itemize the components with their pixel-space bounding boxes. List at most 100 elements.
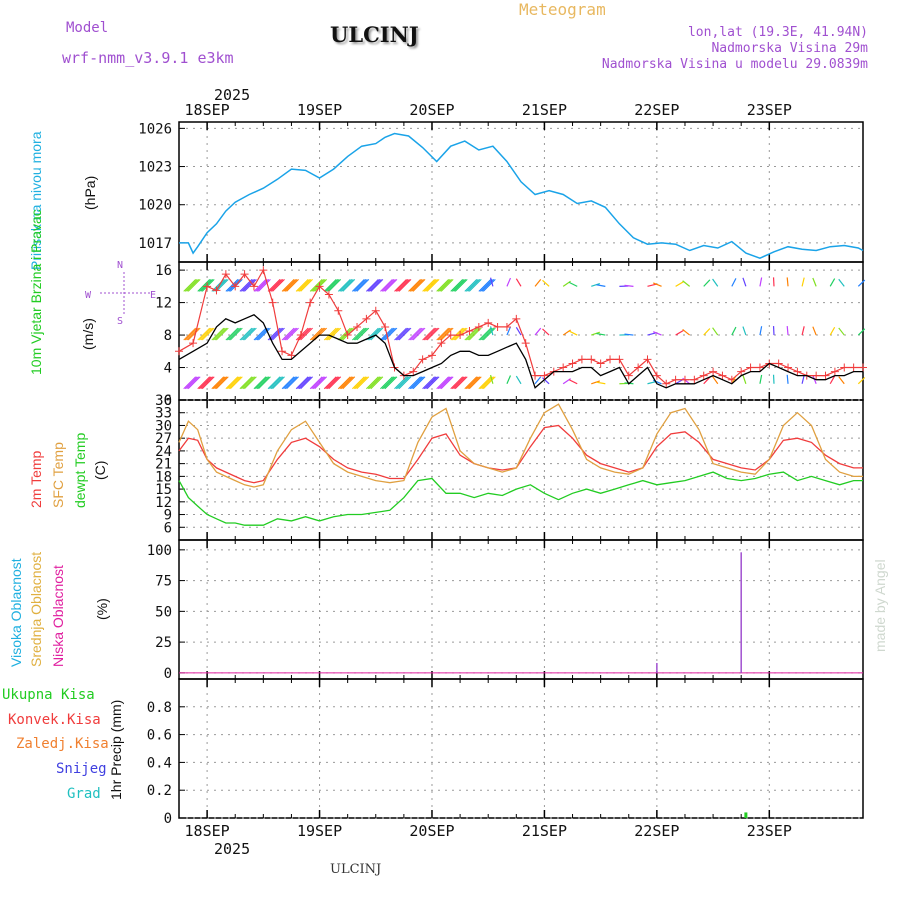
- wind-barb-arrow: [426, 376, 440, 390]
- pressure-tick-label: 1026: [138, 121, 172, 137]
- station-title: ULCINJ: [330, 22, 419, 47]
- temperature-tick-label: 18: [155, 469, 172, 485]
- wind-barb-arrow: [454, 376, 468, 390]
- wind-barb-arrow: [283, 327, 296, 341]
- wind-barb-arrow: [272, 376, 285, 390]
- day-label-top: 23SEP: [747, 101, 792, 119]
- wind-barb-arrow: [857, 328, 866, 336]
- wind-barb-arrow: [647, 283, 657, 287]
- wind-barb-arrow: [506, 375, 512, 384]
- model-elevation-label: Nadmorska Visina u modelu 29.0839m: [601, 57, 868, 72]
- wind-barb-arrow: [258, 278, 271, 292]
- wind-barb-arrow: [367, 376, 381, 390]
- wind-barb-arrow: [439, 327, 453, 341]
- wind-gust-marker: [699, 371, 708, 380]
- wind-barb-arrow: [439, 376, 453, 390]
- wind-gust-marker: [268, 298, 277, 307]
- wind-barb-arrow: [184, 278, 198, 292]
- lonlat-label: lon,lat (19.3E, 41.94N): [687, 25, 868, 40]
- wind-barb-arrow: [241, 278, 254, 292]
- temp-series-1: [178, 403, 863, 488]
- wind-barb-arrow: [542, 377, 550, 385]
- wind-barb-arrow: [482, 376, 496, 390]
- wind-barb-arrow: [591, 282, 601, 287]
- wind-barb-arrow: [187, 376, 201, 390]
- wind-gust-marker: [437, 339, 446, 348]
- wind-barb-arrow: [351, 376, 365, 390]
- wind-barb-arrow: [328, 376, 342, 390]
- wind-barb-arrow: [269, 278, 282, 292]
- wind-barb-arrow: [201, 376, 215, 390]
- wind-barb-arrow: [226, 278, 240, 292]
- wind-gust-marker: [840, 363, 849, 372]
- wind-barb-arrow: [281, 376, 295, 390]
- wind-gust-marker: [634, 363, 643, 372]
- wind-barb-arrow: [409, 278, 423, 292]
- wind-barb-arrow: [198, 376, 212, 390]
- precip-tick-label: 0.8: [147, 700, 172, 716]
- temperature-tick-label: 24: [155, 444, 172, 460]
- wind-barb-arrow: [253, 376, 267, 390]
- wind-barb-arrow: [398, 327, 412, 341]
- wind-barb-arrow: [394, 278, 407, 292]
- wind-barb-arrow: [423, 278, 437, 292]
- wind-gust-marker: [737, 367, 746, 376]
- wind-barb-arrow: [786, 326, 789, 336]
- day-label-bottom: 23SEP: [747, 822, 792, 840]
- wind-barb-arrow: [440, 278, 454, 292]
- wind-gust-marker: [606, 355, 615, 364]
- day-label-bottom: 19SEP: [297, 822, 342, 840]
- wind-barb-arrow: [409, 327, 423, 341]
- wind-barb-arrow: [383, 327, 396, 341]
- wind-barb-arrow: [451, 327, 465, 341]
- wind-barb-arrow: [326, 327, 340, 341]
- wind-barb-arrow: [596, 332, 606, 336]
- wind-barb-arrow: [215, 278, 229, 292]
- wind-barb-arrow: [838, 327, 845, 336]
- wind-barb-arrow: [281, 278, 295, 292]
- wind-gust-marker: [353, 322, 362, 331]
- footer-station: ULCINJ: [330, 862, 382, 877]
- wind-barb-arrow: [337, 327, 351, 341]
- wind-gust-marker: [502, 322, 511, 331]
- cloud-tick-label: 100: [147, 543, 172, 559]
- wind-gust-marker: [362, 314, 371, 323]
- wind-barb-arrow: [255, 278, 268, 292]
- wind-barb-arrow: [286, 278, 299, 292]
- wind-barb-arrow: [326, 376, 340, 390]
- wind-barb-arrow: [187, 278, 201, 292]
- wind-gust-marker: [727, 375, 736, 384]
- pressure-tick-label: 1023: [138, 160, 172, 176]
- wind-barb-arrow: [300, 278, 313, 292]
- temperature-tick-label: 27: [155, 431, 172, 447]
- wind-barb-arrow: [479, 327, 493, 341]
- wind-gust-marker: [465, 327, 474, 335]
- wind-barb-arrow: [812, 277, 817, 287]
- wind-barb-arrow: [731, 278, 737, 287]
- wind-barb-arrow: [652, 282, 662, 287]
- wind-barb-arrow: [225, 376, 239, 390]
- wind-barb-arrow: [214, 376, 228, 390]
- wind-gust-marker: [587, 355, 596, 364]
- wind-barb-arrow: [198, 278, 212, 292]
- wind-barb-arrow: [425, 278, 438, 292]
- wind-barb-arrow: [437, 327, 451, 341]
- wind-barb-arrow: [370, 376, 384, 390]
- wind-gust-marker: [577, 355, 586, 364]
- wind-barb-arrow: [489, 326, 494, 336]
- wind-barb-arrow: [423, 327, 437, 341]
- wind-gust-marker: [596, 359, 605, 368]
- wind-barb-arrow: [215, 327, 229, 341]
- wind-barb-arrow: [591, 380, 601, 385]
- wind-barb-arrow: [829, 375, 836, 385]
- wind-barb-arrow: [295, 376, 309, 390]
- wind-gust-marker: [830, 367, 839, 376]
- wind-barb-arrow: [184, 327, 198, 341]
- wind-barb-arrow: [325, 278, 339, 292]
- wind-barb-arrow: [258, 376, 271, 390]
- wind-barb-arrow: [465, 327, 479, 341]
- wind-barb-arrow: [411, 376, 424, 390]
- wind-gust-marker: [709, 367, 718, 376]
- wind-barb-arrow: [596, 284, 606, 287]
- wind-gust-marker: [671, 375, 680, 384]
